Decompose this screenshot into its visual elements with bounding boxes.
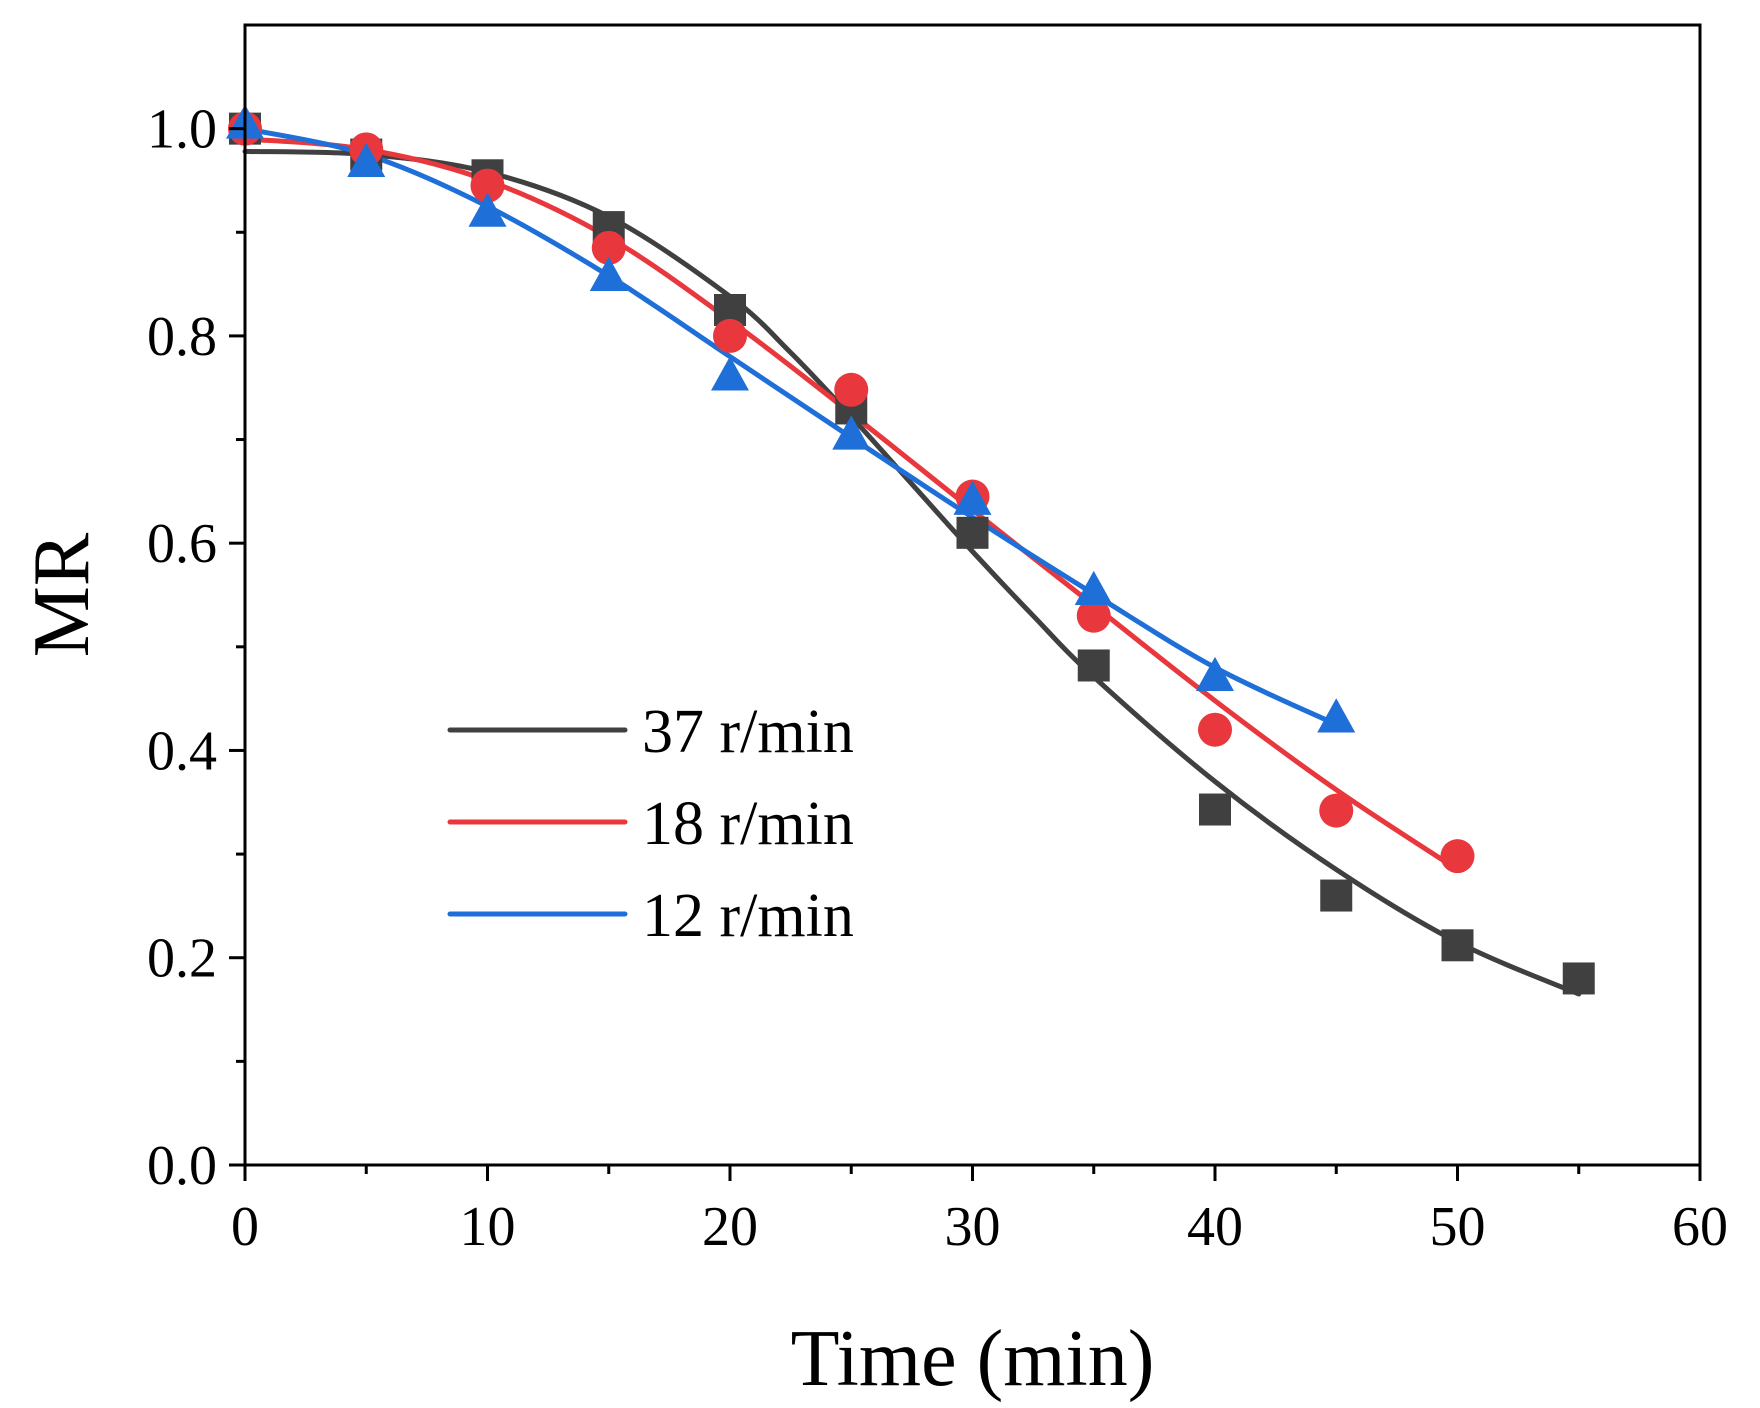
point-series-1-2 <box>470 168 505 203</box>
point-series-1-8 <box>1198 712 1232 747</box>
y-tick-label: 0.2 <box>147 928 217 990</box>
point-series-2-4 <box>711 356 749 391</box>
point-series-2-1 <box>347 142 386 177</box>
point-series-0-6 <box>956 516 989 549</box>
x-tick-label: 60 <box>1672 1196 1728 1258</box>
y-tick-label: 0.8 <box>147 306 217 368</box>
y-axis-label: MR <box>18 532 106 657</box>
point-series-0-7 <box>1077 649 1110 682</box>
data-markers <box>226 104 1595 995</box>
x-tick-label: 50 <box>1430 1196 1486 1258</box>
point-series-2-7 <box>1074 570 1113 606</box>
y-tick-label: 0.4 <box>147 720 217 782</box>
point-series-1-7 <box>1076 598 1111 633</box>
y-tick-label: 0.6 <box>147 513 217 575</box>
point-series-0-11 <box>1562 962 1595 995</box>
fit-line-series-0 <box>242 148 1582 997</box>
legend-label-1: 18 r/min <box>642 790 854 858</box>
point-series-2-6 <box>953 480 992 515</box>
legend: 37 r/min 18 r/min 12 r/min <box>447 698 854 950</box>
x-tick-label: 30 <box>945 1196 1001 1258</box>
point-series-1-5 <box>834 372 869 407</box>
x-tick-label: 0 <box>231 1196 259 1258</box>
point-series-1-4 <box>713 318 747 353</box>
legend-label-2: 12 r/min <box>642 882 854 950</box>
point-series-0-10 <box>1441 929 1474 962</box>
fit-curves <box>242 126 1582 997</box>
x-tick-label: 40 <box>1187 1196 1243 1258</box>
x-tick-label: 10 <box>460 1196 516 1258</box>
x-axis-label: Time (min) <box>791 1315 1155 1403</box>
point-series-2-2 <box>468 192 507 227</box>
legend-label-0: 37 r/min <box>642 698 854 766</box>
point-series-0-9 <box>1320 879 1353 912</box>
point-series-2-9 <box>1317 698 1356 733</box>
point-series-2-3 <box>589 256 628 291</box>
y-tick-label: 1.0 <box>147 99 217 161</box>
point-series-2-5 <box>832 415 871 450</box>
point-series-0-8 <box>1199 793 1231 826</box>
fit-line-series-2 <box>242 126 1339 727</box>
axis-ticks: 0 10 20 30 40 50 60 0.0 0.2 0.4 0.6 0.8 1.0 <box>147 99 1728 1258</box>
y-tick-label: 0.0 <box>147 1135 217 1197</box>
point-series-2-8 <box>1196 656 1234 692</box>
point-series-1-3 <box>591 230 626 265</box>
point-series-1-10 <box>1440 839 1475 874</box>
x-tick-label: 20 <box>702 1196 758 1258</box>
point-series-1-9 <box>1319 793 1354 828</box>
